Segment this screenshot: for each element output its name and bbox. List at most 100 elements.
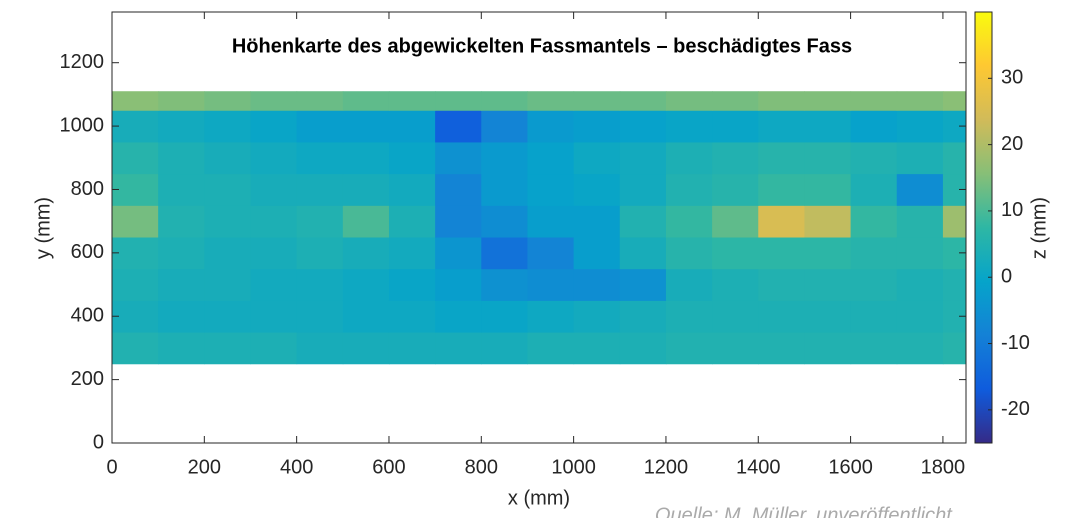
heat-cell xyxy=(112,141,159,175)
heat-cell xyxy=(712,205,759,238)
heat-cell xyxy=(342,300,390,333)
heat-cell xyxy=(665,237,713,270)
heat-cell xyxy=(896,110,944,143)
heat-cell xyxy=(896,268,944,301)
heat-cell xyxy=(665,141,713,175)
x-tick-label: 1400 xyxy=(736,456,781,478)
heat-cell xyxy=(388,141,436,175)
heat-cell xyxy=(619,300,667,333)
x-tick-label: 1000 xyxy=(551,456,596,478)
heat-cell xyxy=(712,173,759,206)
heat-cell xyxy=(896,332,944,365)
heat-cell xyxy=(804,110,852,143)
heat-cell xyxy=(573,268,621,301)
heat-cell xyxy=(204,332,251,365)
heat-cell xyxy=(573,141,621,175)
y-tick-label: 1000 xyxy=(60,114,105,136)
heat-cell xyxy=(342,332,390,365)
colorbar-label: z (mm) xyxy=(1028,197,1050,259)
heat-cell xyxy=(112,173,159,206)
heat-cell xyxy=(804,332,852,365)
heat-cell xyxy=(204,237,251,270)
heat-cell xyxy=(342,141,390,175)
heat-cell xyxy=(619,237,667,270)
heat-cell xyxy=(712,110,759,143)
heat-cell xyxy=(388,332,436,365)
colorbar-tick-label: 10 xyxy=(1001,199,1023,221)
heat-cell xyxy=(850,268,898,301)
heat-cell xyxy=(296,300,344,333)
colorbar-tick-label: 20 xyxy=(1001,133,1023,155)
heat-cell xyxy=(619,268,667,301)
heat-cell xyxy=(896,141,944,175)
heat-cell xyxy=(942,268,967,301)
heat-cell xyxy=(158,237,205,270)
heat-cell xyxy=(573,110,621,143)
heat-cell xyxy=(296,141,344,175)
heat-cell xyxy=(342,110,390,143)
heat-cell xyxy=(804,268,852,301)
heat-cell xyxy=(527,205,575,238)
heat-cell xyxy=(388,237,436,270)
x-tick-label: 0 xyxy=(106,456,117,478)
heat-cell xyxy=(481,110,528,143)
heat-cell xyxy=(112,110,159,143)
heat-cell xyxy=(296,332,344,365)
heat-cell xyxy=(342,237,390,270)
heat-cell xyxy=(204,205,251,238)
heat-cell xyxy=(388,300,436,333)
heat-cell xyxy=(158,332,205,365)
y-axis-label: y (mm) xyxy=(32,197,54,259)
heat-cell xyxy=(942,173,967,206)
heat-cell xyxy=(527,173,575,206)
heat-cell xyxy=(942,91,967,111)
heat-cell xyxy=(342,268,390,301)
heat-cell xyxy=(527,141,575,175)
heat-cell xyxy=(758,141,805,175)
heat-cell xyxy=(942,300,967,333)
heat-cell xyxy=(435,268,482,301)
heat-cell xyxy=(250,110,298,143)
plot-frame xyxy=(111,11,967,444)
x-tick-label: 400 xyxy=(280,456,313,478)
heat-cell xyxy=(204,268,251,301)
heat-cell xyxy=(527,300,575,333)
heat-cell xyxy=(712,300,759,333)
heat-cell xyxy=(573,173,621,206)
heat-cell xyxy=(896,173,944,206)
heat-cell xyxy=(712,141,759,175)
heat-cell xyxy=(758,300,805,333)
heat-cell xyxy=(481,300,528,333)
heat-cell xyxy=(758,268,805,301)
y-tick-label: 400 xyxy=(71,305,104,327)
heat-cell xyxy=(250,173,298,206)
heat-cell xyxy=(896,300,944,333)
heat-cell xyxy=(435,173,482,206)
y-tick-label: 600 xyxy=(71,241,104,263)
heat-cell xyxy=(435,205,482,238)
heat-cell xyxy=(850,332,898,365)
heat-cell xyxy=(850,237,898,270)
heat-cell xyxy=(388,91,436,111)
heat-cell xyxy=(158,91,205,111)
heat-cell xyxy=(942,110,967,143)
heat-cell xyxy=(204,141,251,175)
colorbar-tick-label: -10 xyxy=(1001,332,1030,354)
heat-cell xyxy=(527,237,575,270)
heat-cell xyxy=(665,268,713,301)
x-axis-label: x (mm) xyxy=(508,487,570,509)
heat-cell xyxy=(388,205,436,238)
heat-cell xyxy=(804,91,852,111)
y-tick-label: 800 xyxy=(71,178,104,200)
heat-cell xyxy=(712,91,759,111)
heat-cell xyxy=(850,173,898,206)
heat-cell xyxy=(158,173,205,206)
heat-cell xyxy=(112,237,159,270)
heatmap xyxy=(112,91,967,365)
heat-cell xyxy=(758,205,805,238)
heat-cell xyxy=(573,205,621,238)
heat-cell xyxy=(619,173,667,206)
heat-cell xyxy=(204,91,251,111)
